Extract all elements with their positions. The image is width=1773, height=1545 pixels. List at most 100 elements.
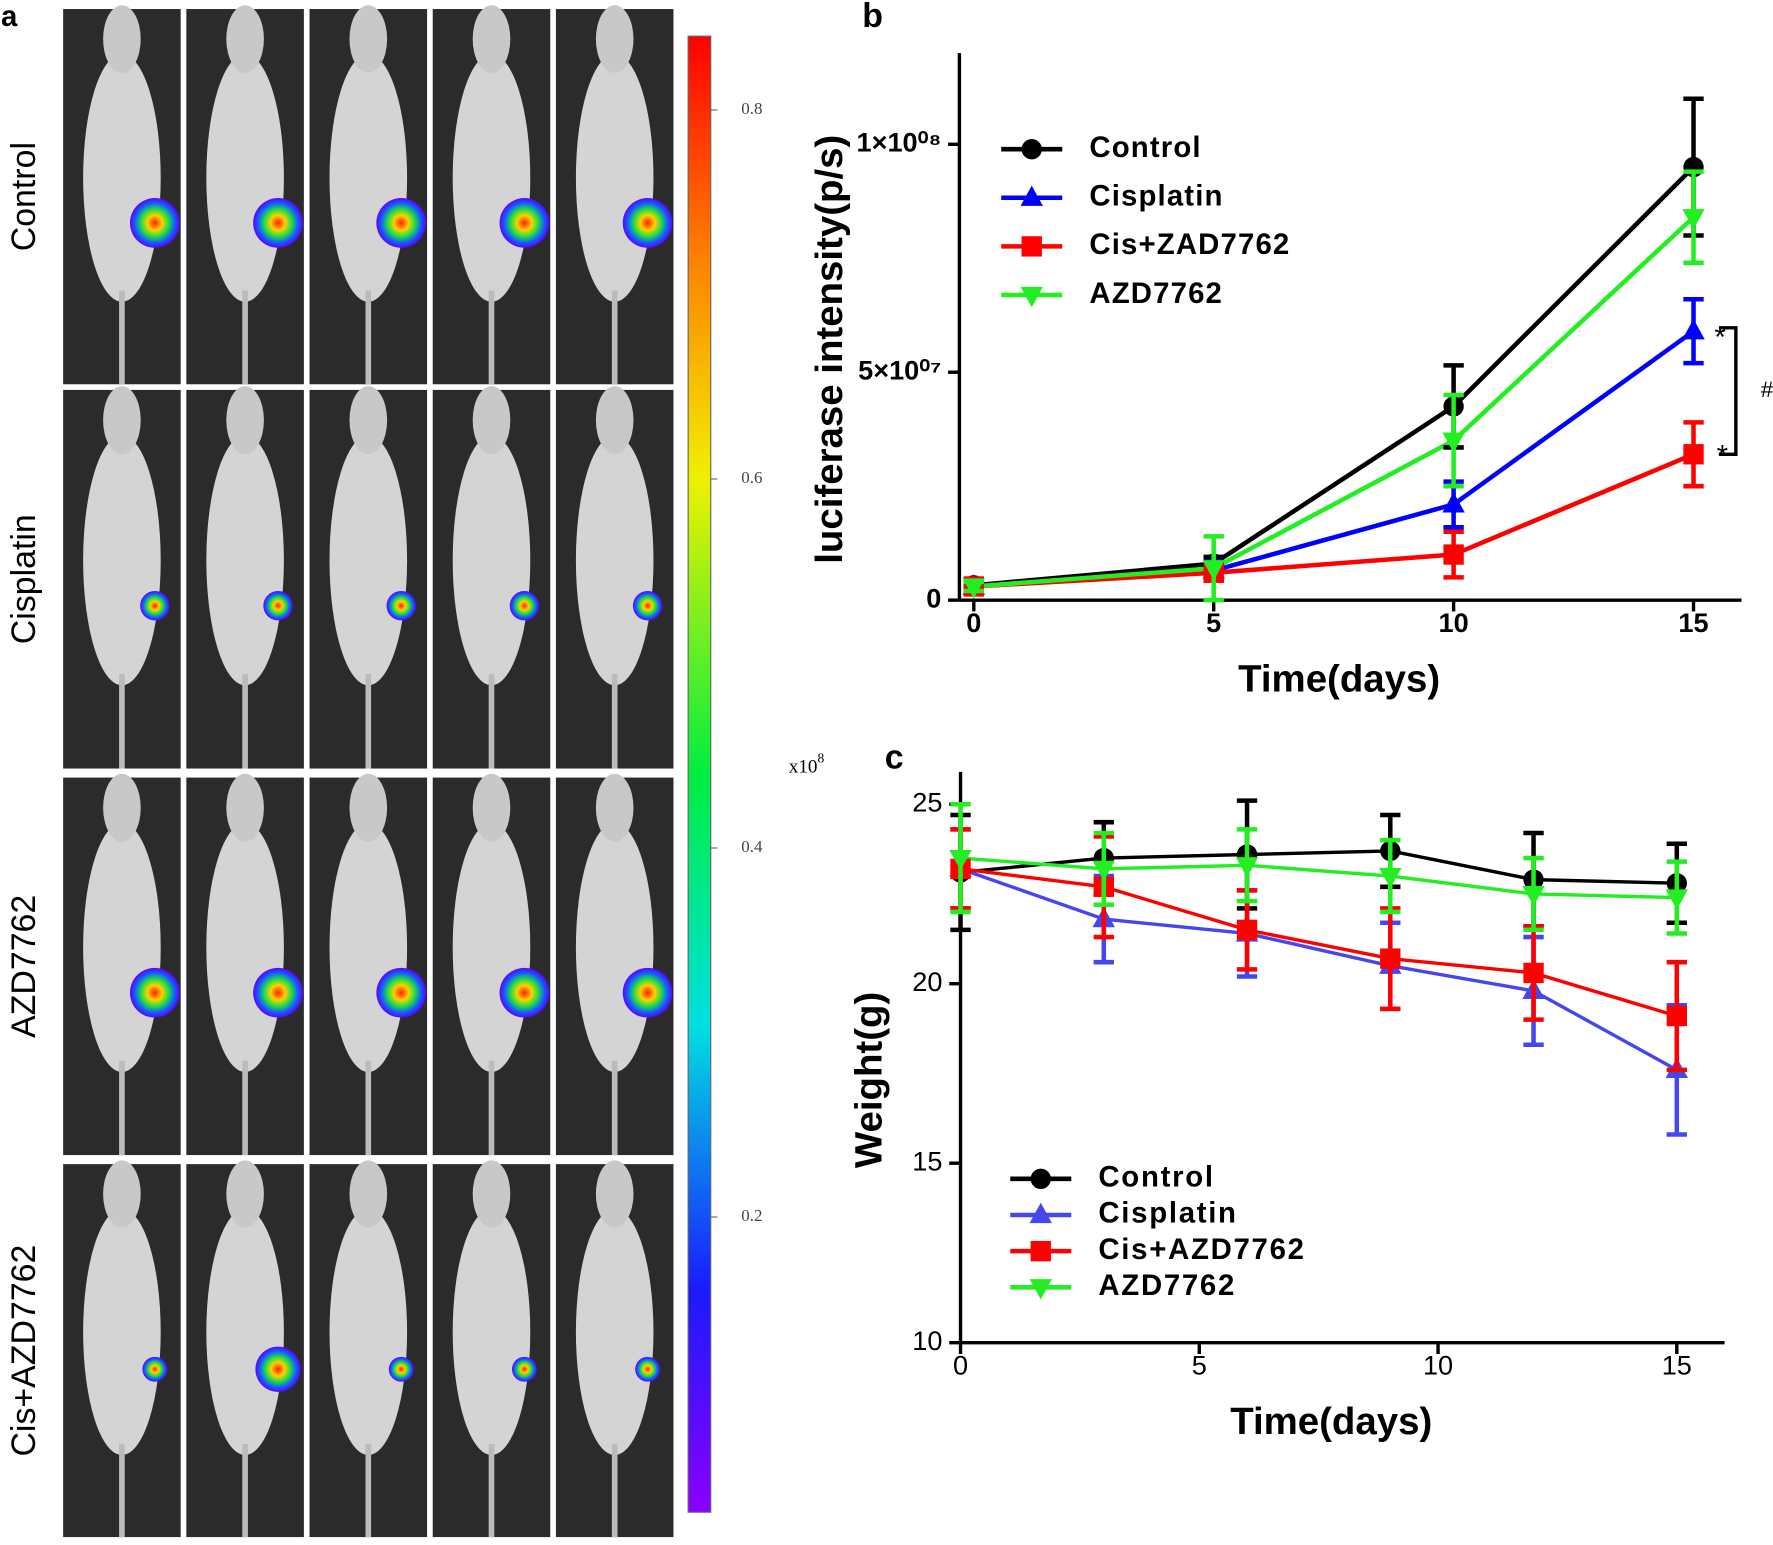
mouse-head bbox=[472, 773, 511, 842]
mouse-body bbox=[452, 54, 531, 302]
row-label: Control bbox=[5, 142, 43, 251]
mouse-body bbox=[575, 435, 654, 686]
colorbar-unit-exponent: 8 bbox=[818, 751, 825, 766]
y-axis-label: Weight(g) bbox=[847, 992, 890, 1168]
tumor-signal bbox=[253, 198, 303, 248]
tumor-signal bbox=[376, 967, 427, 1018]
marker bbox=[962, 578, 985, 599]
marker bbox=[1235, 857, 1259, 878]
legend-label: Control bbox=[1098, 1161, 1214, 1194]
tumor-signal bbox=[499, 198, 550, 248]
colorbar-tick-label: 0.6 bbox=[741, 468, 762, 487]
legend-marker bbox=[1029, 1279, 1052, 1300]
marker bbox=[1683, 444, 1704, 465]
tumor-signal bbox=[632, 591, 663, 621]
mouse-head bbox=[595, 773, 634, 842]
mouse-head bbox=[349, 773, 388, 842]
tumor-signal bbox=[622, 198, 673, 248]
colorbar-unit-base: x10 bbox=[789, 757, 818, 778]
mouse-head bbox=[349, 5, 388, 73]
series-line bbox=[973, 452, 1695, 589]
tumor-signal bbox=[635, 1356, 661, 1382]
mouse-body bbox=[575, 54, 654, 302]
marker bbox=[1380, 948, 1401, 969]
mouse-head bbox=[226, 773, 264, 842]
legend-marker bbox=[1030, 1240, 1051, 1262]
legend-label: AZD7762 bbox=[1098, 1269, 1236, 1302]
tumor-signal bbox=[129, 967, 180, 1018]
panel-label: c bbox=[885, 738, 904, 776]
marker bbox=[1523, 962, 1544, 984]
x-tick-label: 10 bbox=[1439, 607, 1469, 638]
mouse-head bbox=[103, 386, 141, 455]
series-line bbox=[973, 165, 1696, 588]
legend-marker bbox=[1021, 236, 1042, 257]
mouse-head bbox=[103, 5, 141, 73]
legend-label: Cis+AZD7762 bbox=[1098, 1233, 1305, 1266]
tumor-signal bbox=[388, 1356, 414, 1382]
series-line bbox=[960, 856, 1677, 900]
mouse-head bbox=[226, 386, 264, 455]
mouse-body bbox=[206, 54, 284, 302]
legend-marker bbox=[1021, 139, 1042, 160]
panel-label: b bbox=[862, 0, 883, 35]
colorbar-tick-label: 0.8 bbox=[741, 99, 762, 118]
marker bbox=[1666, 1005, 1687, 1027]
annotation: * bbox=[1717, 440, 1728, 473]
colorbar bbox=[687, 35, 712, 1513]
tumor-signal bbox=[386, 591, 416, 621]
mouse-body bbox=[575, 822, 654, 1073]
mouse-body bbox=[83, 822, 161, 1073]
y-tick-label: 1×10⁰⁸ bbox=[857, 126, 942, 157]
series-line bbox=[973, 215, 1696, 589]
y-tick-label: 15 bbox=[912, 1145, 942, 1176]
y-tick-label: 25 bbox=[912, 786, 942, 817]
tumor-signal bbox=[499, 967, 550, 1018]
row-label: Cis+AZD7762 bbox=[5, 1245, 43, 1457]
row-label: Cisplatin bbox=[5, 514, 43, 644]
x-tick-label: 5 bbox=[1206, 607, 1221, 638]
marker bbox=[1092, 860, 1115, 882]
mouse-head bbox=[103, 1160, 141, 1228]
mouse-head bbox=[349, 386, 388, 455]
mouse-body bbox=[329, 1208, 408, 1456]
legend-marker bbox=[1020, 185, 1043, 206]
tumor-signal bbox=[376, 198, 427, 248]
marker bbox=[1379, 867, 1402, 889]
mouse-head bbox=[226, 1160, 264, 1228]
x-axis-label: Time(days) bbox=[1230, 1400, 1432, 1443]
mouse-head bbox=[472, 386, 511, 455]
mouse-body bbox=[329, 54, 408, 302]
series-line bbox=[960, 867, 1678, 1018]
x-tick-label: 15 bbox=[1662, 1350, 1692, 1381]
row-label: AZD7762 bbox=[5, 895, 43, 1038]
mouse-head bbox=[349, 1160, 388, 1228]
mouse-head bbox=[595, 1160, 634, 1228]
legend-label: AZD7762 bbox=[1089, 277, 1223, 310]
series-line bbox=[959, 867, 1678, 1072]
mouse-body bbox=[452, 822, 531, 1073]
annotation: # bbox=[1761, 377, 1773, 402]
mouse-head bbox=[472, 1160, 511, 1228]
mouse-body bbox=[206, 435, 284, 686]
marker bbox=[1442, 492, 1465, 513]
legend-label: Control bbox=[1089, 131, 1201, 164]
marker bbox=[1202, 560, 1225, 581]
x-tick-label: 10 bbox=[1423, 1350, 1453, 1381]
mouse-body bbox=[83, 54, 161, 302]
marker bbox=[1522, 885, 1545, 907]
marker bbox=[1682, 209, 1705, 230]
legend-label: Cisplatin bbox=[1098, 1197, 1237, 1230]
mouse-body bbox=[329, 822, 408, 1073]
tumor-signal bbox=[622, 967, 673, 1018]
x-tick-label: 0 bbox=[966, 607, 981, 638]
marker bbox=[1665, 889, 1688, 910]
mouse-images bbox=[63, 5, 674, 1538]
x-tick-label: 5 bbox=[1192, 1350, 1207, 1381]
mouse-body bbox=[452, 1208, 531, 1456]
legend-marker bbox=[1020, 286, 1043, 308]
y-tick-label: 10 bbox=[912, 1325, 942, 1356]
marker bbox=[1443, 544, 1464, 565]
significance-bracket bbox=[1718, 326, 1738, 457]
